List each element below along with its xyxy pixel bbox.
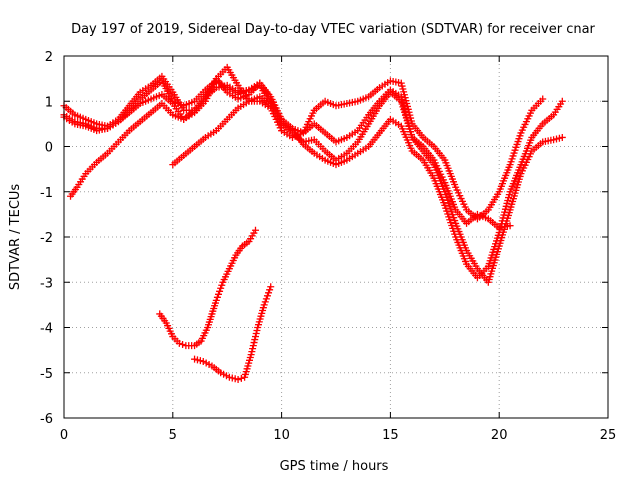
y-tick-label: 0 <box>45 141 53 156</box>
data-point <box>262 295 270 303</box>
y-tick-label: 1 <box>45 95 53 110</box>
series-dip-1 <box>156 226 259 350</box>
data-point <box>218 281 226 289</box>
data-point <box>260 301 268 309</box>
data-point <box>506 222 514 230</box>
data-point <box>266 286 274 294</box>
x-tick-label: 25 <box>600 428 617 443</box>
data-points <box>60 63 566 384</box>
data-point <box>179 340 187 348</box>
chart-title: Day 197 of 2019, Sidereal Day-to-day VTE… <box>71 22 595 37</box>
data-point <box>212 296 220 304</box>
x-tick-label: 10 <box>273 428 290 443</box>
data-point <box>214 290 222 298</box>
data-point <box>250 339 258 347</box>
axis-ticks: 0 5 10 15 20 25 -6 -5 -4 -3 -2 -1 0 1 2 <box>40 50 616 443</box>
data-point <box>249 342 257 350</box>
data-point <box>237 374 245 382</box>
data-point <box>267 283 275 291</box>
data-point <box>251 336 259 344</box>
series-track-c <box>67 75 566 282</box>
data-point <box>558 133 566 141</box>
y-axis-label: SDTVAR / TECUs <box>8 184 23 291</box>
x-tick-label: 5 <box>169 428 177 443</box>
data-point <box>558 97 566 105</box>
y-tick-label: -1 <box>40 186 53 201</box>
data-point <box>247 351 255 359</box>
data-point <box>539 95 547 103</box>
data-point <box>251 333 259 341</box>
y-tick-label: -4 <box>40 322 53 337</box>
y-tick-label: -3 <box>40 276 53 291</box>
data-point <box>261 298 269 306</box>
data-point <box>265 289 273 297</box>
data-point <box>234 376 242 384</box>
data-point <box>251 226 259 234</box>
series-dip-2 <box>191 283 275 384</box>
data-point <box>175 339 183 347</box>
x-axis-label: GPS time / hours <box>280 459 389 474</box>
grid <box>64 56 608 418</box>
y-tick-label: -2 <box>40 231 53 246</box>
data-point <box>263 292 271 300</box>
data-point <box>252 330 260 338</box>
series-track-d <box>60 77 566 286</box>
data-point <box>248 348 256 356</box>
data-point <box>267 102 275 110</box>
data-point <box>253 327 261 335</box>
y-tick-label: -5 <box>40 367 53 382</box>
x-tick-label: 20 <box>491 428 508 443</box>
series-track-e <box>169 93 275 169</box>
y-tick-label: -6 <box>40 412 53 427</box>
data-point <box>249 345 257 353</box>
data-point <box>213 293 221 301</box>
data-point <box>216 287 224 295</box>
y-tick-label: 2 <box>45 50 53 65</box>
x-tick-label: 0 <box>60 428 68 443</box>
x-tick-label: 15 <box>382 428 399 443</box>
data-point <box>217 284 225 292</box>
plot-frame <box>63 55 609 419</box>
